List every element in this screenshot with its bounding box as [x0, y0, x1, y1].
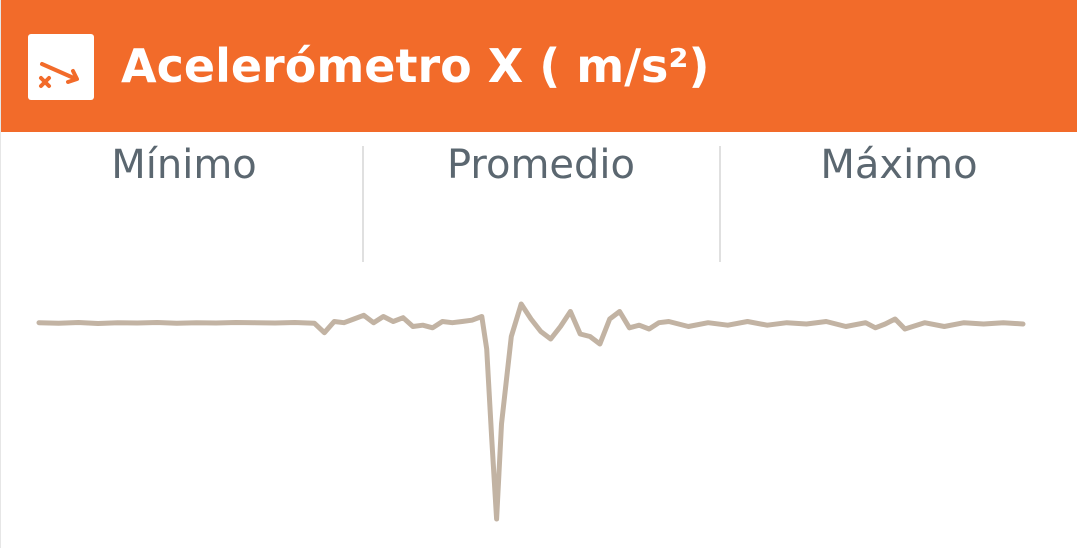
stats-divider [719, 146, 721, 262]
series-line [36, 301, 1026, 522]
card-title: Acelerómetro X ( m/s²) [121, 39, 710, 93]
stat-maximum: Máximo [720, 132, 1077, 272]
stat-minimum-label: Mínimo [111, 142, 257, 188]
stat-average: Promedio [362, 132, 720, 272]
stat-maximum-label: Máximo [820, 142, 978, 188]
stats-divider [362, 146, 364, 262]
sparkline-chart [1, 272, 1077, 548]
stats-row: Mínimo Promedio Máximo [1, 132, 1077, 272]
stat-minimum: Mínimo [5, 132, 363, 272]
stat-average-label: Promedio [446, 142, 635, 188]
sparkline-svg [36, 301, 1026, 522]
accelerometer-icon [28, 34, 94, 100]
card-header: Acelerómetro X ( m/s²) [1, 0, 1077, 132]
